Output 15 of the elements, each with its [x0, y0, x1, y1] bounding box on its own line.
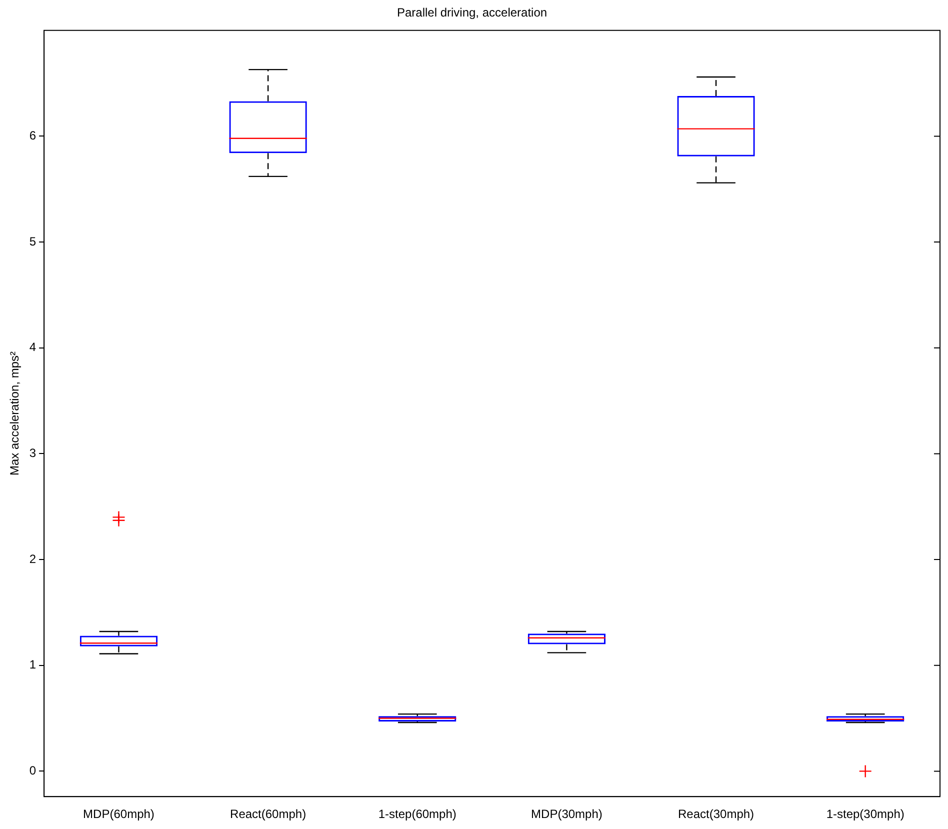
- y-tick-label: 6: [29, 128, 36, 143]
- y-tick-label: 0: [29, 764, 36, 778]
- x-tick-label: React(30mph): [678, 807, 754, 822]
- y-tick-label: 4: [29, 340, 36, 354]
- chart-title: Parallel driving, acceleration: [396, 6, 548, 20]
- x-tick-label: React(60mph): [230, 807, 306, 822]
- x-tick-label: 1-step(60mph): [378, 807, 456, 822]
- y-tick-label: 1: [29, 658, 36, 672]
- y-tick-label: 3: [29, 446, 36, 460]
- x-tick-label: MDP(60mph): [83, 807, 154, 822]
- y-tick-label: 2: [29, 552, 36, 566]
- y-axis-title: Max acceleration, mps²: [8, 351, 22, 476]
- y-tick-label: 5: [29, 234, 36, 248]
- x-tick-label: 1-step(30mph): [826, 807, 904, 822]
- x-tick-label: MDP(30mph): [531, 807, 602, 822]
